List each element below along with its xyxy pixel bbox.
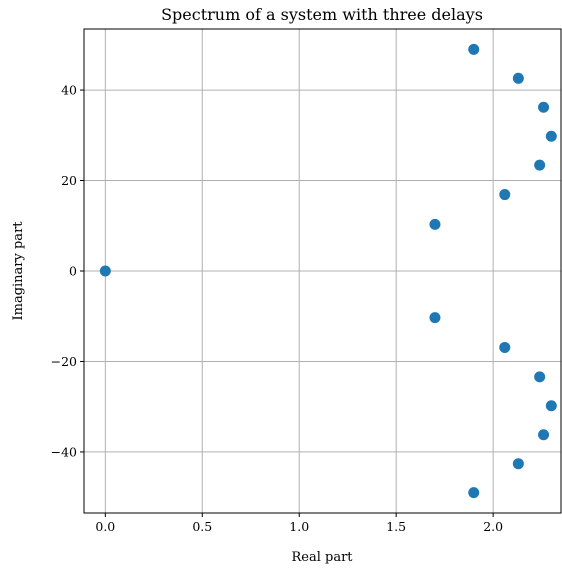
data-point bbox=[499, 189, 511, 201]
x-tick-label: 2.0 bbox=[483, 519, 503, 534]
data-point bbox=[534, 159, 546, 171]
y-tick-label: 40 bbox=[61, 83, 77, 98]
data-point bbox=[429, 218, 441, 230]
y-axis-label: Imaginary part bbox=[11, 221, 26, 321]
data-point bbox=[99, 265, 111, 277]
x-tick-label: 1.5 bbox=[386, 519, 406, 534]
data-point bbox=[468, 43, 480, 55]
plot-frame bbox=[83, 28, 562, 514]
x-axis-label: Real part bbox=[291, 550, 353, 565]
y-tick-label: −40 bbox=[51, 444, 77, 459]
data-point bbox=[499, 341, 511, 353]
x-tick-label: 0.5 bbox=[192, 519, 212, 534]
data-point bbox=[534, 371, 546, 383]
data-point bbox=[538, 101, 550, 113]
scatter-points bbox=[99, 43, 557, 499]
grid bbox=[84, 29, 561, 513]
x-tick-label: 0.0 bbox=[95, 519, 115, 534]
data-point bbox=[512, 72, 524, 84]
data-point bbox=[468, 487, 480, 499]
data-point bbox=[512, 458, 524, 470]
y-tick-label: 20 bbox=[61, 173, 77, 188]
data-point bbox=[538, 429, 550, 441]
y-tick-label: −20 bbox=[51, 354, 77, 369]
axis-ticks: 0.0 0.5 1.0 1.5 2.0 −40 −20 0 20 40 bbox=[51, 83, 504, 534]
data-point bbox=[545, 400, 557, 412]
x-tick-label: 1.0 bbox=[289, 519, 309, 534]
chart-title: Spectrum of a system with three delays bbox=[161, 5, 483, 24]
y-tick-label: 0 bbox=[69, 264, 77, 279]
data-point bbox=[429, 312, 441, 324]
data-point bbox=[545, 130, 557, 142]
